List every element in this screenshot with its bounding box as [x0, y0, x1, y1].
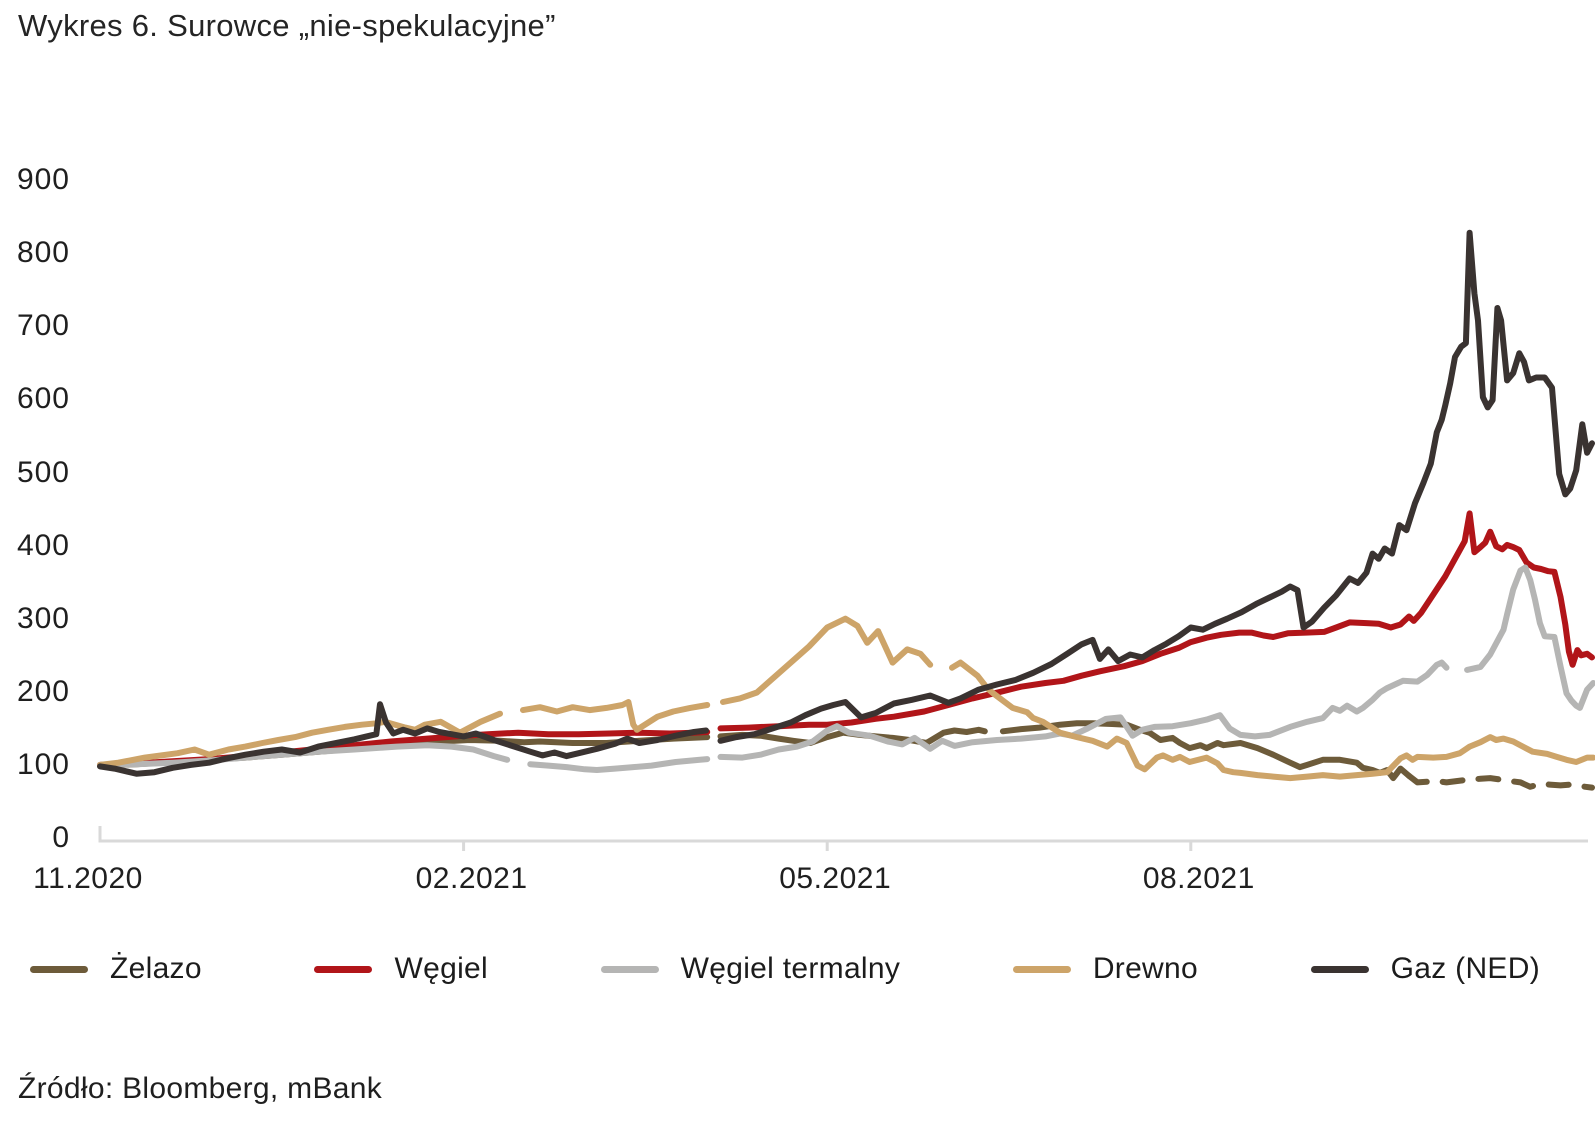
y-axis-label: 100 — [16, 747, 70, 781]
legend-swatch-zelazo — [30, 965, 88, 973]
legend-label: Węgiel — [394, 952, 488, 985]
legend-label: Gaz (NED) — [1390, 952, 1540, 985]
legend-label: Węgiel termalny — [680, 952, 901, 985]
y-axis-label: 900 — [16, 163, 70, 197]
line-chart — [97, 229, 1595, 851]
y-axis-label: 0 — [52, 821, 70, 854]
legend-item-gaz-ned: Gaz (NED) — [1310, 952, 1540, 986]
y-axis-label: 400 — [16, 528, 70, 562]
legend-item-wegiel-termalny: Węgiel termalny — [600, 952, 901, 986]
legend-item-wegiel: Węgiel — [314, 952, 488, 986]
chart-area: 900 800 700 600 500 400 300 200 100 0 11.2020 02.2… — [16, 163, 1595, 895]
legend-label: Żelazo — [110, 952, 202, 985]
series-line-drewno — [97, 615, 1595, 782]
legend-swatch-gaz-ned — [1310, 965, 1369, 973]
series-line-zelazo-dashed — [1406, 772, 1595, 791]
y-axis-label: 300 — [16, 601, 70, 635]
y-axis-label: 200 — [16, 674, 70, 708]
legend: Żelazo Węgiel Węgiel termalny Drewno Gaz (NE… — [0, 938, 1595, 1000]
series-line-wegiel-termalny — [97, 564, 1595, 773]
legend-swatch-drewno — [1012, 965, 1071, 973]
legend-item-drewno: Drewno — [1012, 952, 1198, 986]
y-axis-label: 600 — [16, 382, 70, 416]
x-axis-label: 11.2020 — [33, 862, 143, 895]
x-axis-label: 05.2021 — [779, 862, 892, 895]
y-axis-label: 700 — [16, 309, 70, 343]
chart-title: Wykres 6. Surowce „nie-spekulacyjne” — [18, 8, 556, 43]
legend-swatch-wegiel — [314, 965, 373, 973]
source-note: Źródło: Bloomberg, mBank — [18, 1072, 383, 1105]
legend-swatch-wegiel-termalny — [600, 965, 659, 973]
series-line-wegiel — [97, 510, 1595, 768]
x-axis-label: 02.2021 — [415, 862, 528, 895]
axis-line — [98, 826, 1588, 851]
y-axis-label: 800 — [16, 236, 70, 270]
legend-item-zelazo: Żelazo — [30, 952, 202, 986]
y-axis-label: 500 — [16, 455, 70, 489]
legend-label: Drewno — [1092, 952, 1198, 985]
x-axis-label: 08.2021 — [1142, 862, 1255, 895]
series-line-gaz-ned — [97, 229, 1595, 777]
